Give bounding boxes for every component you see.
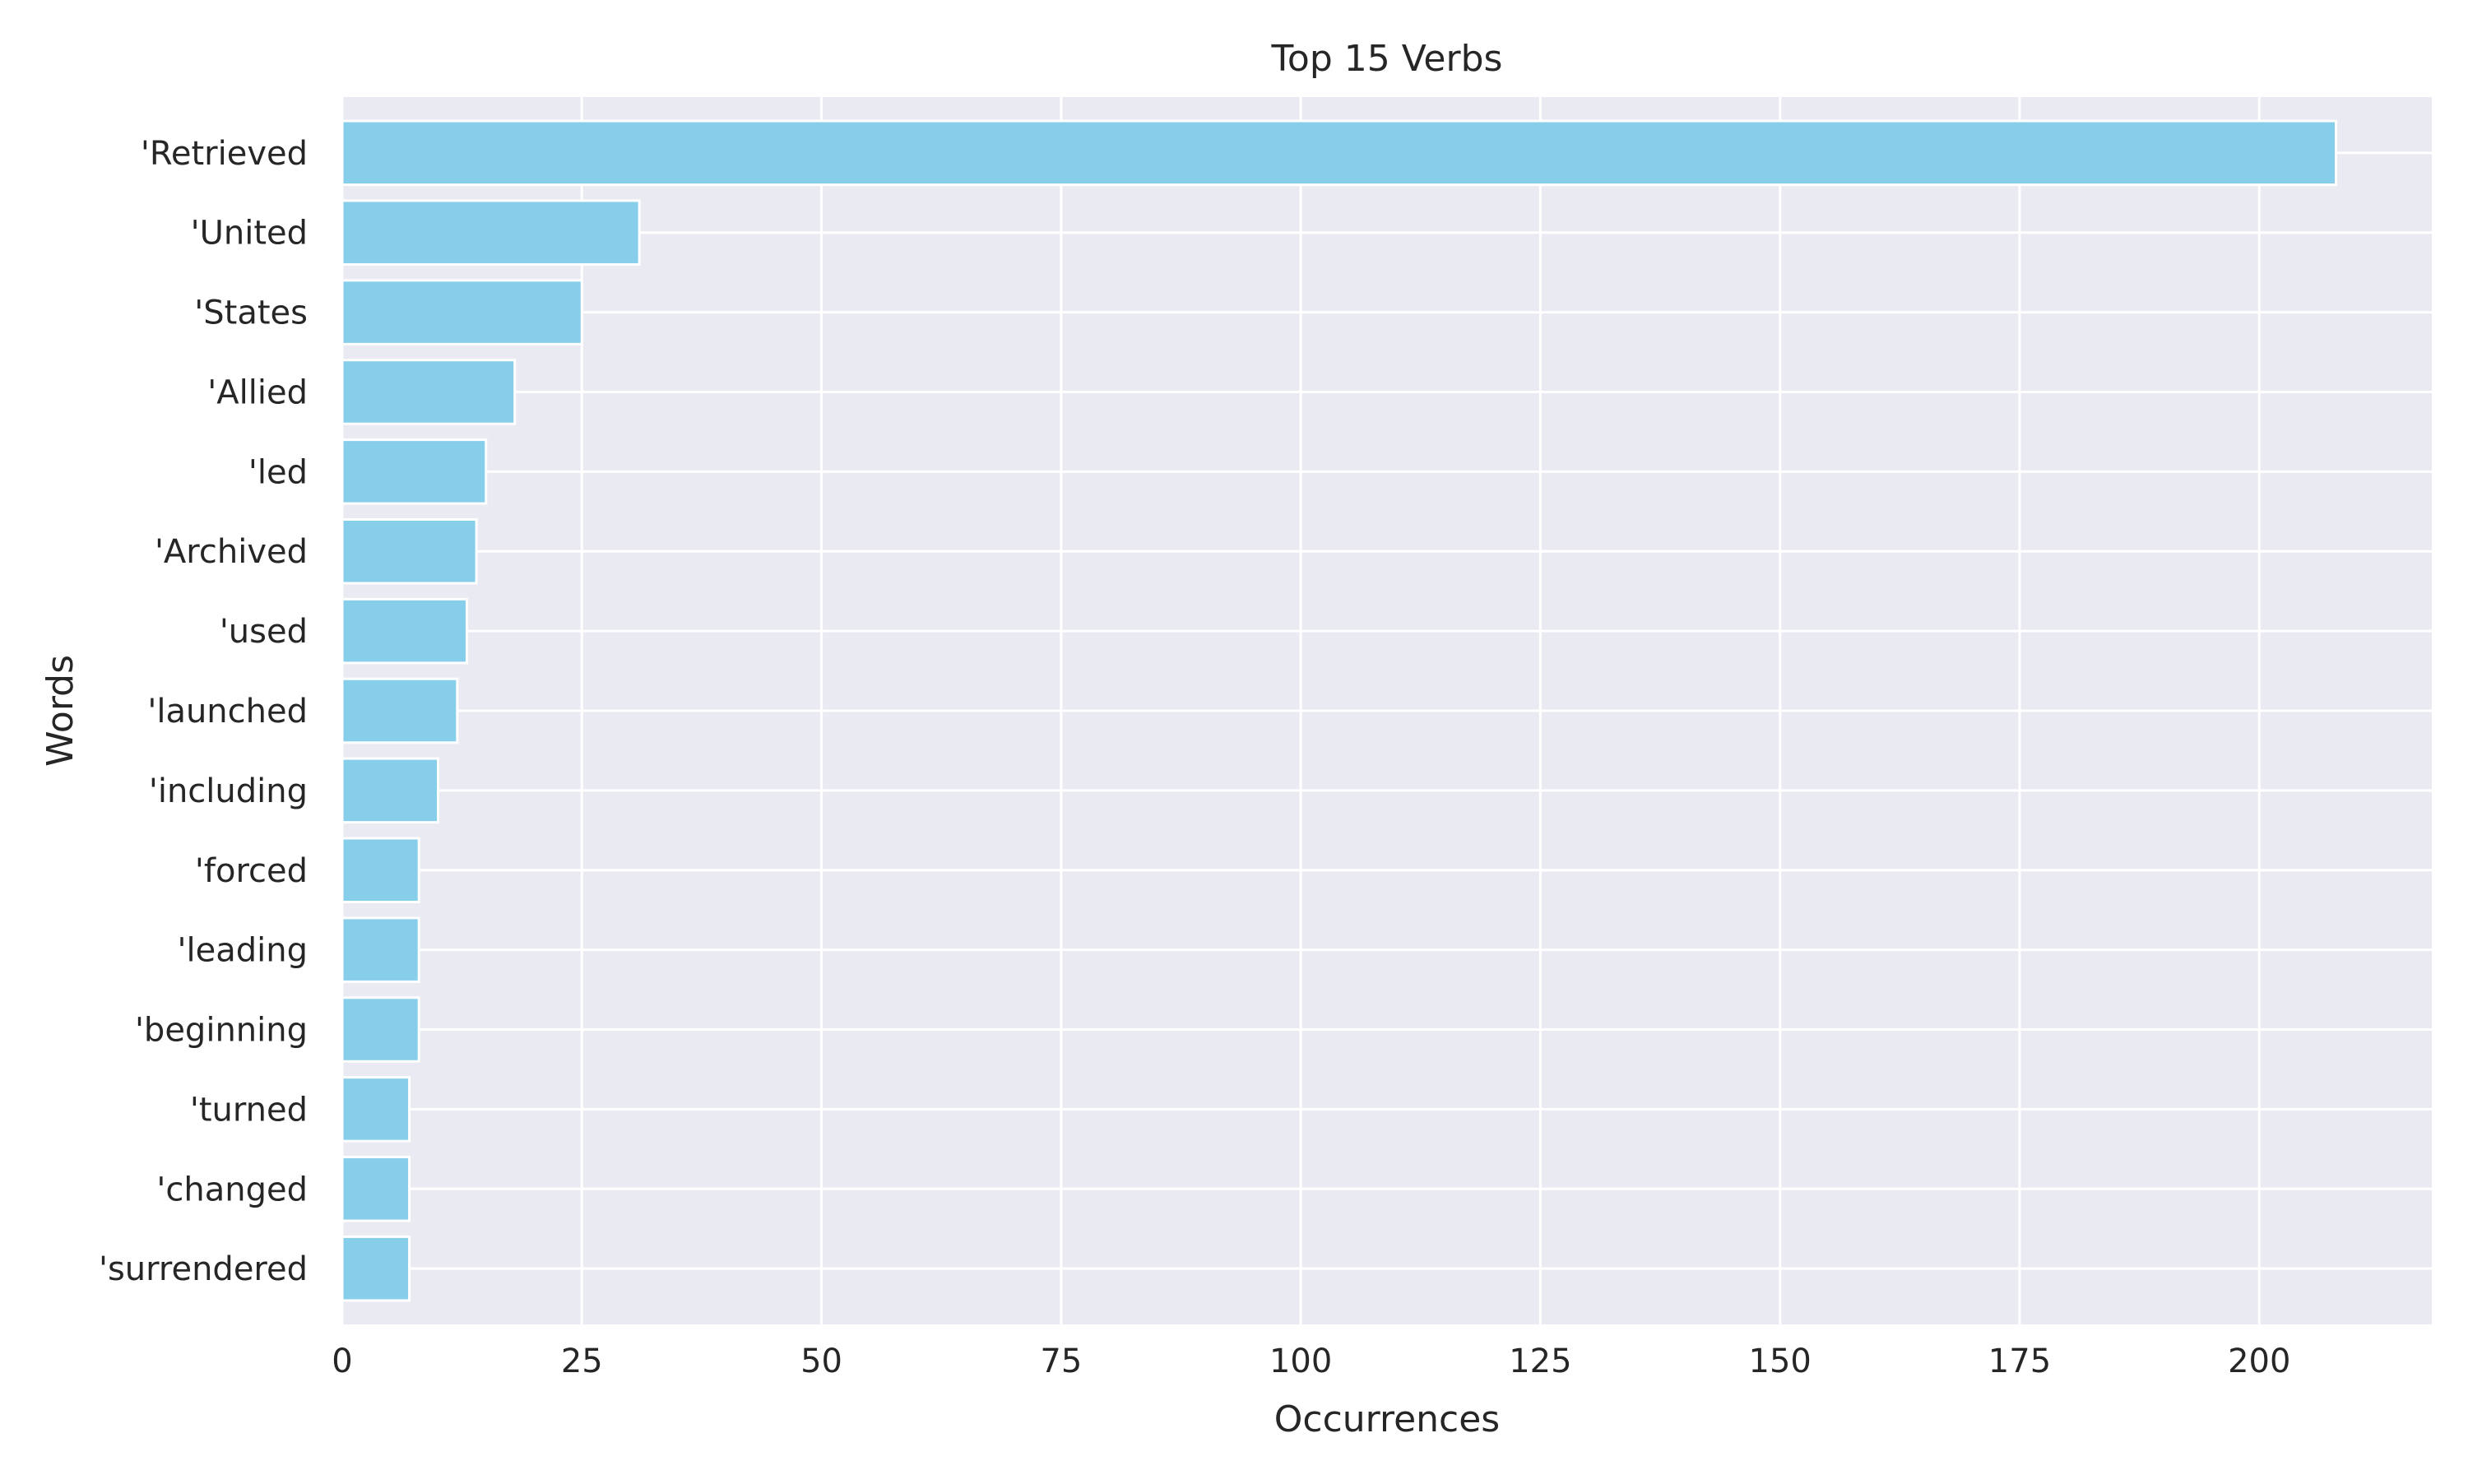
- y-tick-label: 'surrendered: [99, 1250, 308, 1288]
- bar-united: [341, 199, 641, 266]
- x-tick-label: 125: [1509, 1343, 1571, 1380]
- bar-changed: [341, 1156, 411, 1222]
- y-tick-label: 'leading: [178, 932, 308, 970]
- bar-states: [341, 279, 583, 345]
- x-axis-label: Occurrences: [1274, 1398, 1500, 1440]
- bar-forced: [341, 837, 420, 904]
- y-tick-label: 'United: [191, 215, 308, 253]
- y-tick-label: 'launched: [147, 693, 308, 730]
- y-tick-label: 'Archived: [155, 533, 308, 571]
- y-tick-label: 'Allied: [207, 373, 308, 411]
- bar-leading: [341, 916, 420, 983]
- bar-launched: [341, 677, 459, 744]
- bar-beginning: [341, 996, 420, 1063]
- x-tick-label: 150: [1749, 1343, 1812, 1380]
- bar-archived: [341, 517, 478, 585]
- y-tick-label: 'forced: [195, 852, 308, 890]
- x-tick-label: 175: [1988, 1343, 2051, 1380]
- bar-turned: [341, 1076, 411, 1143]
- y-tick-label: 'turned: [190, 1091, 308, 1129]
- bar-led: [341, 438, 488, 505]
- y-tick-label: 'changed: [156, 1171, 308, 1208]
- y-tick-label: 'Retrieved: [141, 135, 308, 173]
- x-tick-label: 75: [1040, 1343, 1082, 1380]
- y-tick-label: 'States: [194, 294, 308, 332]
- y-axis-label: Words: [39, 655, 81, 767]
- bar-allied: [341, 359, 517, 425]
- bars: [341, 119, 2337, 1302]
- chart-title: Top 15 Verbs: [1271, 38, 1503, 80]
- y-tick-label: 'led: [248, 453, 308, 491]
- y-tick-label: 'including: [149, 772, 308, 810]
- x-tick-label: 25: [561, 1343, 603, 1380]
- y-axis-ticks: 'Retrieved 'United 'States 'Allied 'led 'Arch…: [99, 135, 308, 1288]
- bar-retrieved: [341, 119, 2337, 187]
- bar-including: [341, 757, 440, 824]
- x-tick-label: 50: [800, 1343, 842, 1380]
- x-tick-label: 200: [2228, 1343, 2290, 1380]
- x-axis-ticks: 0 25 50 75 100 125 150 175 200: [332, 1343, 2290, 1380]
- y-tick-label: 'used: [220, 613, 308, 651]
- y-tick-label: 'beginning: [135, 1012, 308, 1050]
- x-tick-label: 100: [1269, 1343, 1332, 1380]
- bar-surrendered: [341, 1235, 411, 1302]
- bar-used: [341, 597, 468, 665]
- x-tick-label: 0: [332, 1343, 352, 1380]
